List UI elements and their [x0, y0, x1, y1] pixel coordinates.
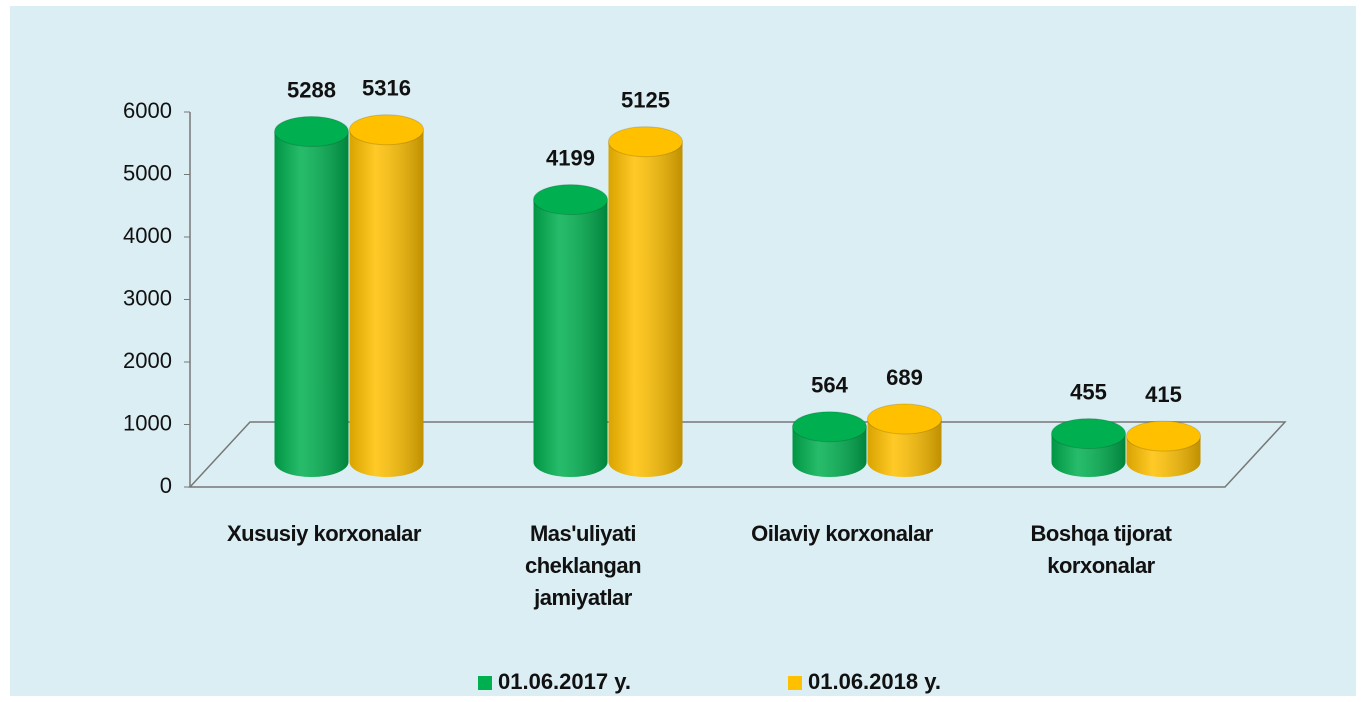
bar	[867, 403, 942, 478]
bar-top	[1126, 420, 1201, 452]
x-tick-label: Xususiy korxonalar	[227, 521, 421, 546]
value-label: 689	[886, 365, 923, 390]
bar-shade	[274, 131, 349, 478]
bar-shade	[533, 199, 608, 477]
bar	[792, 411, 867, 478]
legend-label: 01.06.2017 y.	[498, 669, 631, 694]
bar	[274, 116, 349, 478]
value-label: 5125	[621, 88, 670, 113]
y-tick-label: 3000	[123, 285, 172, 310]
y-tick-label: 2000	[123, 348, 172, 373]
bar-shade	[867, 418, 942, 478]
bar-top	[792, 411, 867, 443]
y-tick-label: 5000	[123, 160, 172, 185]
y-tick-label: 1000	[123, 410, 172, 435]
chart-background	[10, 6, 1356, 696]
x-tick-label: Boshqa tijorat korxonalar	[1030, 521, 1172, 578]
bar-top	[274, 116, 349, 147]
bar-top	[867, 403, 942, 435]
value-label: 455	[1070, 379, 1107, 404]
value-label: 564	[811, 373, 848, 398]
legend-swatch	[478, 676, 492, 690]
bar	[608, 126, 683, 478]
bar-top	[349, 114, 424, 146]
y-tick-label: 0	[160, 473, 172, 498]
legend-label: 01.06.2018 y.	[808, 669, 941, 694]
bar	[349, 114, 424, 478]
x-tick-label: Mas'uliyati cheklangan jamiyatlar	[524, 521, 642, 610]
bar-top	[533, 184, 608, 216]
bar-shade	[608, 141, 683, 478]
floor	[188, 421, 1287, 488]
bar-shade	[349, 129, 424, 478]
y-tick-label: 6000	[123, 98, 172, 123]
bar	[1126, 420, 1201, 478]
bar	[533, 184, 608, 477]
value-label: 4199	[546, 145, 595, 170]
value-label: 5288	[287, 77, 336, 102]
value-label: 415	[1145, 382, 1182, 407]
legend-swatch	[788, 676, 802, 690]
bar	[1051, 418, 1126, 478]
y-tick-label: 4000	[123, 223, 172, 248]
value-label: 5316	[362, 76, 411, 101]
x-tick-label: Oilaviy korxonalar	[751, 521, 933, 546]
bar-top	[608, 126, 683, 158]
bar-top	[1051, 418, 1126, 450]
